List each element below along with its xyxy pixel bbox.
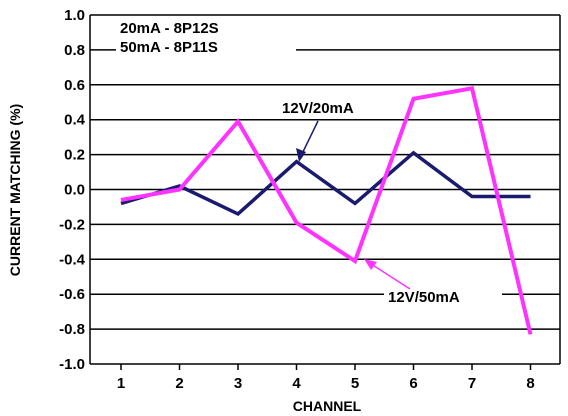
series-line-50ma <box>120 85 533 335</box>
series-label-50ma: 12V/50mA <box>388 289 460 306</box>
note-line-2: 50mA - 8P11S <box>120 39 218 56</box>
x-axis-title: CHANNEL <box>293 398 362 414</box>
grid-lines <box>90 14 560 365</box>
y-axis-title: CURRENT MATCHING (%) <box>7 104 23 276</box>
series-group <box>120 85 533 335</box>
label-50ma-pointer <box>367 261 411 290</box>
series-line-20ma <box>120 150 531 217</box>
x-tick-label: 5 <box>351 375 359 392</box>
label-50ma-arrowhead <box>364 259 377 270</box>
y-tick-label: 0.4 <box>64 112 86 129</box>
y-tick-label: 1.0 <box>64 7 85 24</box>
x-tick-label: 1 <box>117 375 125 392</box>
y-tick-label: -0.2 <box>59 216 85 233</box>
x-tick-label: 8 <box>526 375 534 392</box>
x-tick-label: 3 <box>234 375 242 392</box>
tick-labels: 1.00.80.60.40.20.0-0.2-0.4-0.6-0.8-1.01 2… <box>59 7 535 392</box>
x-tick-label: 7 <box>468 375 476 392</box>
y-tick-label: -0.4 <box>59 251 86 268</box>
series-label-20ma: 12V/20mA <box>282 100 354 117</box>
label-50ma-background <box>384 285 502 307</box>
y-tick-label: -0.6 <box>59 286 85 303</box>
axes <box>89 15 561 370</box>
y-tick-label: 0.0 <box>64 182 85 199</box>
label-20ma-background <box>279 97 367 117</box>
y-tick-label: 0.2 <box>64 147 85 164</box>
y-tick-label: -0.8 <box>59 321 85 338</box>
y-tick-label: 0.6 <box>64 77 85 94</box>
note-line-1: 20mA - 8P12S <box>120 20 219 37</box>
y-tick-label: -1.0 <box>59 356 85 373</box>
x-tick-label: 4 <box>292 375 301 392</box>
x-tick-label: 6 <box>409 375 417 392</box>
note-background <box>116 17 296 57</box>
x-tick-label: 2 <box>175 375 183 392</box>
label-20ma-arrowhead <box>296 148 306 162</box>
y-tick-label: 0.8 <box>64 42 85 59</box>
